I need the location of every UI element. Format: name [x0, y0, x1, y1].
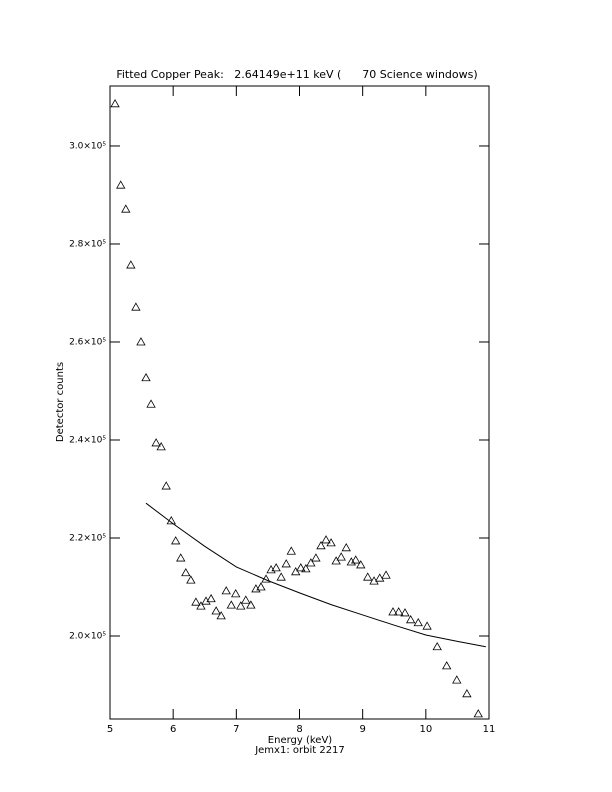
data-point	[206, 593, 216, 603]
x-tick-label: 8	[296, 724, 302, 735]
data-point	[381, 570, 391, 579]
y-tick-label: 2.2×10⁵	[69, 533, 106, 543]
data-point	[351, 555, 361, 564]
data-point	[462, 689, 472, 698]
data-point	[231, 589, 241, 598]
data-point	[473, 709, 483, 718]
data-point	[226, 600, 236, 609]
data-point	[356, 560, 366, 569]
data-point	[161, 481, 171, 490]
data-point	[131, 302, 141, 311]
data-point	[393, 607, 404, 616]
data-point	[281, 559, 291, 568]
data-point	[400, 608, 410, 617]
data-point	[363, 572, 373, 581]
x-tick-label: 7	[233, 724, 239, 735]
data-point	[413, 617, 423, 627]
data-point	[331, 556, 341, 565]
data-point	[141, 372, 151, 382]
y-tick-label: 2.8×10⁵	[69, 239, 106, 249]
data-point	[316, 541, 326, 550]
data-point	[216, 611, 226, 620]
y-tick-label: 2.0×10⁵	[69, 631, 106, 641]
data-point	[116, 180, 126, 189]
y-tick-label: 2.4×10⁵	[69, 435, 106, 445]
subtitle: Jemx1: orbit 2217	[254, 745, 345, 756]
data-point	[388, 607, 398, 616]
data-point	[452, 675, 462, 684]
data-point	[291, 566, 301, 576]
data-point	[171, 536, 181, 545]
data-point	[121, 204, 131, 213]
data-point	[241, 595, 251, 604]
y-tick-label: 2.6×10⁵	[69, 337, 106, 347]
x-tick-label: 6	[170, 724, 176, 735]
data-point	[246, 600, 256, 609]
data-point	[256, 582, 266, 591]
data-point	[405, 615, 416, 624]
x-axis-label: Energy (keV)	[268, 735, 333, 746]
x-tick-label: 10	[419, 724, 432, 735]
data-point	[422, 621, 432, 630]
data-point	[306, 558, 316, 567]
data-point	[156, 442, 166, 451]
data-point	[346, 557, 356, 566]
data-point	[271, 563, 281, 572]
data-point	[236, 601, 246, 610]
data-point	[321, 535, 331, 544]
data-point	[136, 337, 146, 346]
data-point	[191, 597, 201, 606]
data-point	[146, 399, 156, 408]
data-point	[301, 564, 311, 573]
data-point	[181, 567, 191, 577]
data-point	[110, 99, 120, 108]
data-point	[336, 552, 346, 561]
chart-title: Fitted Copper Peak: 2.64149e+11 keV ( 70…	[116, 68, 477, 81]
data-point	[432, 641, 442, 651]
data-point	[326, 538, 336, 547]
x-tick-label: 5	[107, 724, 113, 735]
data-point	[296, 563, 306, 572]
data-point	[221, 586, 231, 595]
data-point	[341, 542, 351, 552]
data-point	[375, 573, 385, 582]
data-point	[126, 260, 136, 269]
fit-line	[145, 502, 486, 648]
data-point	[196, 601, 206, 610]
x-tick-label: 11	[483, 724, 496, 735]
data-point	[151, 438, 161, 447]
data-point	[186, 575, 196, 584]
data-point	[276, 572, 286, 581]
x-tick-label: 9	[359, 724, 365, 735]
data-point	[311, 553, 321, 562]
y-axis-label: Detector counts	[55, 362, 66, 442]
data-point	[211, 606, 221, 615]
y-tick-label: 3.0×10⁵	[69, 141, 106, 151]
data-point	[441, 661, 452, 670]
data-point	[286, 546, 296, 555]
data-point	[176, 553, 186, 562]
